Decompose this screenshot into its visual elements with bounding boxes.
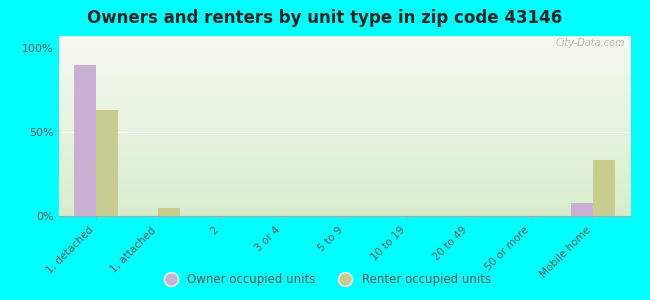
Text: Owners and renters by unit type in zip code 43146: Owners and renters by unit type in zip c… (87, 9, 563, 27)
Bar (74, 64, 96, 216)
Text: City-Data.com: City-Data.com (555, 38, 625, 48)
Bar (158, 208, 180, 216)
Bar (593, 160, 615, 216)
Bar (571, 202, 593, 216)
Bar (96, 110, 118, 216)
Legend: Owner occupied units, Renter occupied units: Owner occupied units, Renter occupied un… (154, 269, 496, 291)
